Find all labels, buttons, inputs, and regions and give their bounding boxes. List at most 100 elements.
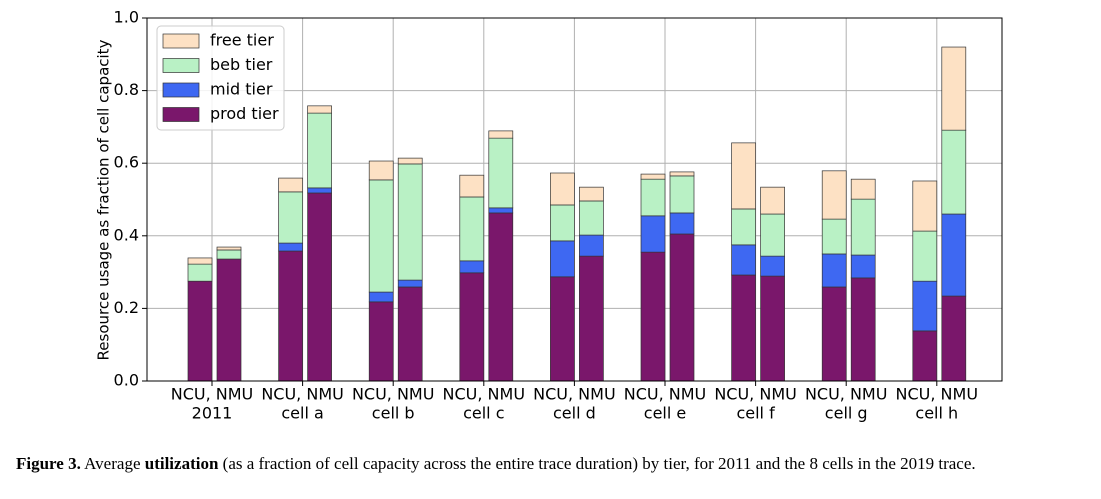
bar-segment <box>278 191 303 244</box>
bar-segment <box>821 170 847 220</box>
bar-segment <box>307 105 332 114</box>
x-tick-label: cell b <box>372 404 415 423</box>
bar-segment <box>731 142 756 210</box>
bar-segment <box>488 137 514 209</box>
bar-segment <box>278 177 303 193</box>
legend-swatch <box>162 82 200 98</box>
x-tick-label: cell c <box>463 404 504 423</box>
caption: Figure 3. Average utilization (as a frac… <box>16 454 976 474</box>
bar-segment <box>187 263 213 282</box>
bar-segment <box>579 186 604 202</box>
bar-segment <box>669 233 695 382</box>
bar-segment <box>459 174 485 198</box>
x-tick-label: cell d <box>553 404 596 423</box>
legend-box <box>156 25 285 131</box>
y-axis-label: Resource usage as fraction of cell capac… <box>95 39 113 360</box>
bar-segment <box>216 249 242 260</box>
bar-segment <box>488 207 514 214</box>
bar-segment <box>941 129 967 215</box>
caption-text: Average <box>80 454 145 473</box>
bar-segment <box>821 218 847 255</box>
bar-segment <box>368 301 394 382</box>
legend-swatch <box>162 58 200 73</box>
x-tick-label: cell g <box>825 404 868 423</box>
x-tick-label: NCU, NMU <box>443 385 526 404</box>
bar-segment <box>579 200 604 236</box>
x-tick-label: NCU, NMU <box>171 385 254 404</box>
bar-segment <box>368 160 394 181</box>
bar-segment <box>216 246 242 251</box>
caption-label: Figure 3. <box>16 454 81 473</box>
x-tick-label: cell a <box>281 404 323 423</box>
x-tick-label: NCU, NMU <box>896 385 979 404</box>
bar-segment <box>941 46 967 131</box>
bar-segment <box>216 258 242 382</box>
bar-segment <box>488 212 514 382</box>
caption-bold: utilization <box>144 454 219 473</box>
bar-segment <box>187 280 213 382</box>
legend-label: beb tier <box>210 55 273 74</box>
legend-label: prod tier <box>210 104 279 123</box>
bar-segment <box>550 240 575 278</box>
bar-segment <box>307 192 332 382</box>
bar-segment <box>912 330 938 382</box>
bar-segment <box>821 253 847 288</box>
bar-segment <box>278 250 303 382</box>
bar-segment <box>912 180 938 232</box>
y-tick-label: 0.4 <box>114 225 139 244</box>
bar-segment <box>760 255 785 277</box>
bar-segment <box>307 112 332 189</box>
bar-segment <box>640 215 666 253</box>
bar-segment <box>731 244 756 276</box>
bar-segment <box>850 198 876 256</box>
bar-segment <box>307 187 332 194</box>
bar-segment <box>550 276 575 382</box>
bar-segment <box>187 257 213 265</box>
caption-text: (as a fraction of cell capacity across t… <box>218 454 976 473</box>
bar-segment <box>850 178 876 200</box>
bar-segment <box>850 277 876 382</box>
x-tick-label: NCU, NMU <box>624 385 707 404</box>
y-tick-label: 0.8 <box>114 80 139 99</box>
bar-segment <box>397 286 423 382</box>
bar-segment <box>760 186 785 215</box>
y-tick-label: 1.0 <box>114 8 139 27</box>
chart: Resource usage as fraction of cell capac… <box>95 8 1003 423</box>
plot-frame <box>146 17 1003 382</box>
y-tick-label: 0.6 <box>114 153 139 172</box>
bar-segment <box>550 172 575 206</box>
legend-label: mid tier <box>210 80 273 99</box>
bar-segment <box>368 291 394 303</box>
bar-segment <box>669 212 695 235</box>
x-tick-label: cell f <box>736 404 775 423</box>
bar-segment <box>731 208 756 246</box>
bar-segment <box>760 213 785 257</box>
bar-segment <box>579 234 604 257</box>
bar-segment <box>397 279 423 288</box>
legend-swatch <box>162 33 200 49</box>
x-tick-label: NCU, NMU <box>352 385 435 404</box>
bar-segment <box>488 130 514 139</box>
x-tick-label: NCU, NMU <box>261 385 344 404</box>
y-tick-label: 0.0 <box>114 371 139 390</box>
bar-segment <box>912 280 938 332</box>
bar-segment <box>731 274 756 382</box>
bar-segment <box>669 171 695 177</box>
bar-segment <box>669 175 695 214</box>
legend-swatch <box>162 107 200 122</box>
x-tick-label: 2011 <box>192 404 233 423</box>
bar-segment <box>579 255 604 382</box>
x-tick-label: NCU, NMU <box>533 385 616 404</box>
bar-segment <box>640 251 666 382</box>
bar-segment <box>397 157 423 165</box>
bar-segment <box>397 163 423 281</box>
bar-segment <box>640 178 666 217</box>
x-tick-label: cell e <box>644 404 686 423</box>
bar-segment <box>941 213 967 297</box>
x-tick-label: NCU, NMU <box>805 385 888 404</box>
bar-segment <box>459 272 485 382</box>
y-tick-label: 0.2 <box>114 298 139 317</box>
bar-segment <box>640 173 666 180</box>
x-tick-label: cell h <box>915 404 958 423</box>
